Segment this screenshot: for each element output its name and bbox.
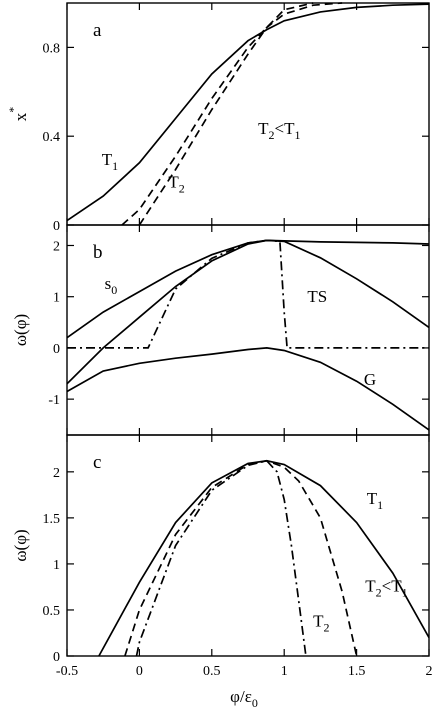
xlabel-main: φ/ε — [230, 687, 252, 706]
annotation-main: TS — [307, 287, 327, 306]
panel-b-series-s0 — [66, 239, 430, 339]
panel-c-annotation: T1 — [367, 489, 383, 512]
panel-c-ylabel: ω(φ) — [11, 529, 30, 561]
annotation-sub2: 1 — [402, 586, 408, 600]
panel-c-series-t2-t1 — [124, 459, 358, 657]
ylabel-main: x — [11, 112, 30, 121]
panel-b-series-ts — [67, 239, 429, 349]
panel-a-annotation: T2<T1 — [258, 119, 300, 142]
annotation-main: T — [258, 119, 269, 138]
annotation-main: T — [313, 612, 324, 631]
annotation-sub2: 1 — [295, 128, 301, 142]
panel-c-xtick-label: 2 — [426, 664, 433, 679]
panel-c-xtick-label: 0 — [136, 664, 143, 679]
xlabel-sub: 0 — [252, 696, 258, 710]
panel-a-annotation: T1 — [102, 150, 118, 173]
panel-c-xtick-label: 0.5 — [203, 664, 221, 679]
panel-c-ytick-label: 0 — [53, 650, 60, 665]
panel-a-frame — [66, 2, 430, 226]
panel-c-series-t1 — [98, 459, 430, 657]
panel-b-series-upper — [66, 239, 430, 385]
panel-c-annotation: T2<T1 — [365, 577, 407, 600]
annotation-main: T — [168, 172, 179, 191]
annotation-sub: 2 — [324, 621, 330, 635]
panel-b-annotation: G — [364, 370, 376, 389]
annotation-rest: <T — [275, 119, 296, 138]
ylabel-text: ω(φ) — [11, 314, 30, 346]
annotation-sub: 2 — [179, 181, 185, 195]
panel-a-ytick-label: 0.4 — [43, 130, 61, 145]
annotation-main: T — [367, 489, 378, 508]
panel-b-frame — [66, 224, 430, 436]
panel-b-letter: b — [93, 242, 103, 263]
annotation-main: s — [105, 274, 112, 293]
panel-c-xtick-label: -0.5 — [56, 664, 78, 679]
annotation-main: G — [364, 370, 376, 389]
annotation-sub: 1 — [377, 498, 383, 512]
panel-c-series-t2 — [135, 459, 307, 657]
panel-a-ytick-label: 0 — [53, 219, 60, 234]
ylabel-sup: * — [6, 107, 20, 113]
panel-b-ytick-label: 2 — [53, 239, 60, 254]
panel-a-series-t2 — [121, 2, 314, 226]
panel-c-ytick-label: 1 — [53, 558, 60, 573]
panel-b-annotation: TS — [307, 287, 327, 306]
xlabel: φ/ε0 — [230, 687, 258, 710]
panel-c-xtick-label: 1.5 — [348, 664, 366, 679]
panel-a-series-t2b — [138, 2, 343, 226]
panel-c-ytick-label: 2 — [53, 466, 60, 481]
panel-a-series-t1 — [66, 3, 430, 222]
panel-a-ylabel: x* — [6, 107, 30, 122]
panel-c-ytick-label: 1.5 — [43, 512, 61, 527]
panel-b-series-g — [66, 347, 430, 431]
panel-b-ylabel: ω(φ) — [11, 314, 30, 346]
annotation-main: T — [102, 150, 113, 169]
panel-b-ytick-label: 0 — [53, 342, 60, 357]
panel-a-letter: a — [93, 20, 102, 41]
panel-c-xtick-label: 1 — [281, 664, 288, 679]
annotation-sub: 2 — [269, 128, 275, 142]
panel-c-letter: c — [93, 452, 101, 473]
panel-b-annotation: s0 — [105, 274, 118, 297]
panel-a-annotation: T2 — [168, 172, 184, 195]
ylabel-text: ω(φ) — [11, 529, 30, 561]
panel-b-ytick-label: -1 — [48, 393, 60, 408]
annotation-sub: 2 — [376, 586, 382, 600]
panel-c-annotation: T2 — [313, 612, 329, 635]
annotation-main: T — [365, 577, 376, 596]
annotation-rest: <T — [382, 577, 403, 596]
panel-c-ytick-label: 0.5 — [43, 604, 61, 619]
annotation-sub: 1 — [112, 159, 118, 173]
panel-a-ytick-label: 0.8 — [43, 41, 61, 56]
panel-c-frame — [66, 434, 430, 657]
annotation-sub: 0 — [111, 283, 117, 297]
panel-b-ytick-label: 1 — [53, 291, 60, 306]
